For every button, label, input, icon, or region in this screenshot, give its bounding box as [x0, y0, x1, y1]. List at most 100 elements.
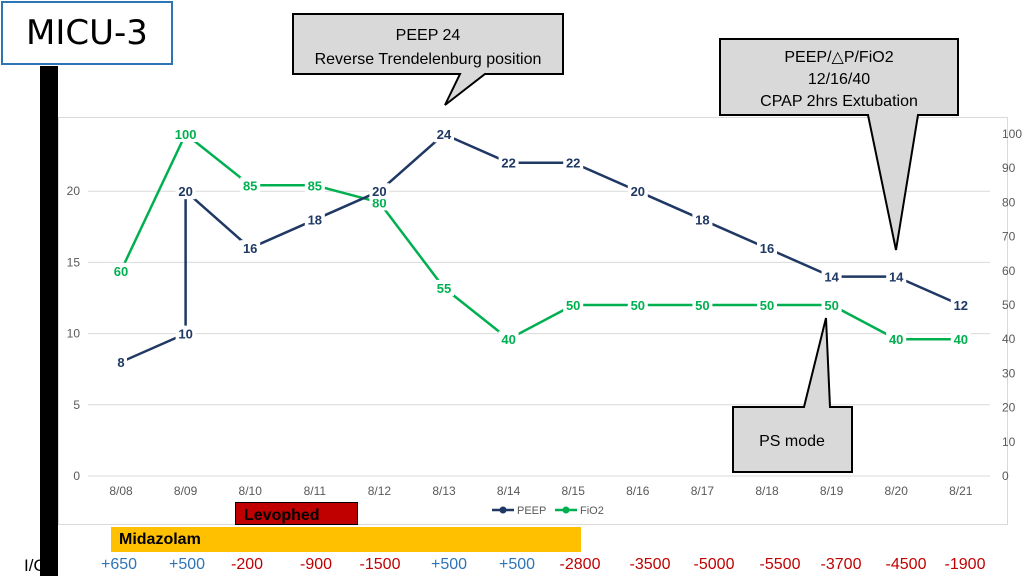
x-tick-label: 8/14	[497, 484, 521, 498]
data-label-bg	[757, 240, 777, 257]
data-label-fio2: 55	[437, 281, 451, 296]
y-right-tick-label: 50	[1002, 298, 1016, 312]
data-label-bg	[886, 268, 907, 285]
io-value: -5000	[693, 556, 735, 573]
data-label-fio2: 40	[889, 332, 903, 347]
legend: PEEP FiO2	[492, 505, 604, 517]
y-left-tick-label: 5	[73, 398, 80, 412]
data-label-peep: 16	[760, 241, 774, 256]
data-label-bg	[369, 183, 390, 200]
data-label-bg	[950, 297, 971, 314]
data-label-bg	[434, 126, 454, 143]
y-left-tick-label: 20	[67, 184, 81, 198]
callout-extubation-line3: CPAP 2hrs Extubation	[760, 93, 918, 110]
data-label-bg	[627, 297, 648, 313]
data-label-bg	[175, 325, 196, 342]
io-value: -200	[230, 556, 264, 573]
legend-marker	[562, 506, 570, 514]
y-right-tick-label: 30	[1002, 366, 1016, 380]
y-axis-right: 0 10 20 30 40 50 60 70 80 90 100	[1002, 127, 1022, 483]
data-label-bg	[886, 331, 907, 348]
y-left-tick-label: 10	[67, 327, 81, 341]
data-label-fio2: 50	[566, 298, 580, 313]
io-value: -3700	[820, 556, 862, 573]
y-right-tick-label: 70	[1002, 230, 1016, 244]
data-label-peep: 22	[501, 156, 515, 171]
data-label-bg	[175, 183, 196, 200]
y-left-tick-label: 0	[73, 469, 80, 483]
data-label-peep: 20	[178, 184, 192, 199]
x-tick-label: 8/13	[432, 484, 456, 498]
data-label-bg	[111, 262, 131, 279]
y-right-tick-label: 90	[1002, 161, 1016, 175]
x-tick-label: 8/18	[755, 484, 779, 498]
io-value: +500	[430, 556, 468, 573]
callout-psmode: PS mode	[732, 317, 853, 473]
data-label-fio2: 40	[954, 332, 968, 347]
data-label-peep: 24	[437, 127, 452, 142]
callout-extubation-shape	[719, 38, 959, 251]
data-label-bg	[304, 211, 325, 228]
callout-psmode-line1: PS mode	[759, 433, 825, 450]
y-right-tick-label: 20	[1002, 401, 1016, 415]
data-label-peep: 8	[117, 355, 124, 370]
x-tick-label: 8/10	[239, 484, 263, 498]
x-tick-label: 8/08	[109, 484, 133, 498]
x-tick-label: 8/15	[562, 484, 586, 498]
data-label-bg	[240, 240, 261, 257]
data-label-fio2: 100	[175, 127, 197, 142]
data-label-peep: 16	[243, 241, 257, 256]
data-label-fio2: 85	[308, 178, 322, 193]
x-tick-label: 8/12	[368, 484, 392, 498]
callout-extubation-line1: PEEP/△P/FiO2	[784, 49, 893, 66]
io-row: I/O +650 +500 -200 -900 -1500 +500 +500 -2800 -3…	[0, 554, 1024, 576]
data-label-bg	[692, 211, 713, 228]
data-label-fio2: 40	[501, 332, 515, 347]
y-right-tick-label: 0	[1002, 469, 1009, 483]
data-label-fio2: 50	[760, 298, 774, 313]
data-label-peep: 20	[631, 184, 645, 199]
legend-label: FiO2	[580, 505, 604, 517]
data-label-fio2: 85	[243, 178, 257, 193]
x-axis: 8/08 8/09 8/10 8/11 8/12 8/13 8/14 8/15 8/16 8/17…	[109, 484, 972, 498]
data-label-bg	[692, 297, 713, 313]
x-tick-label: 8/20	[885, 484, 909, 498]
data-label-peep: 14	[824, 270, 839, 285]
callout-psmode-shape	[732, 317, 853, 473]
data-label-bg	[627, 183, 648, 200]
data-label-peep: 22	[566, 156, 580, 171]
x-tick-label: 8/16	[626, 484, 650, 498]
x-tick-label: 8/17	[691, 484, 715, 498]
io-label: I/O	[24, 556, 47, 575]
io-value: -4500	[885, 556, 927, 573]
grid-lines	[88, 190, 990, 477]
io-value: -2800	[559, 556, 601, 573]
legend-marker	[499, 506, 507, 514]
x-tick-label: 8/21	[949, 484, 973, 498]
callout-peep24-line1: PEEP 24	[396, 27, 461, 44]
io-value: -5500	[759, 556, 801, 573]
io-value: +500	[498, 556, 536, 573]
data-label-peep: 20	[372, 184, 386, 199]
io-value: -900	[299, 556, 333, 573]
data-label-peep: 18	[308, 213, 322, 228]
midazolam-bar: Midazolam	[111, 527, 581, 552]
callout-peep24: PEEP 24 Reverse Trendelenburg position	[292, 13, 564, 106]
data-label-bg	[563, 154, 584, 171]
data-label-bg	[757, 297, 777, 313]
y-left-tick-label: 15	[67, 255, 81, 269]
callout-peep24-line2: Reverse Trendelenburg position	[315, 51, 542, 68]
y-right-tick-label: 40	[1002, 332, 1016, 346]
io-value: -3500	[629, 556, 671, 573]
data-label-fio2: 50	[824, 298, 838, 313]
data-label-bg	[821, 268, 842, 285]
levophed-bar: Levophed	[235, 502, 358, 525]
legend-label: PEEP	[517, 505, 546, 517]
data-label-bg	[304, 177, 325, 194]
data-label-bg	[115, 354, 127, 371]
y-right-tick-label: 100	[1002, 127, 1022, 141]
io-value: -1500	[359, 556, 401, 573]
x-tick-label: 8/19	[820, 484, 844, 498]
